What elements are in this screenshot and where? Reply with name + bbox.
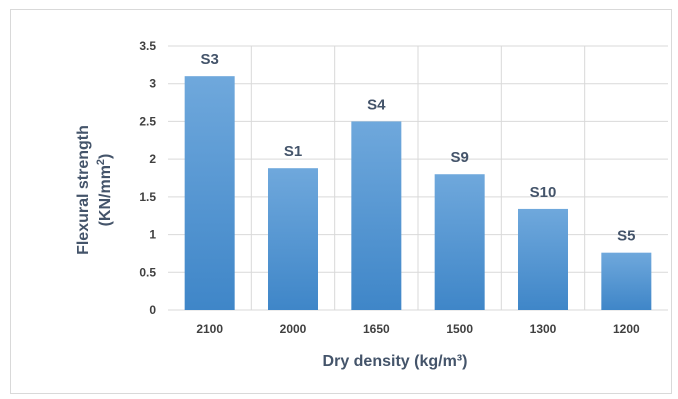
bar-2100 bbox=[184, 76, 235, 311]
y-tick-label: 3.5 bbox=[139, 39, 156, 53]
chart-frame bbox=[10, 9, 672, 394]
x-tick-labels: 2100 2000 1650 1500 1300 1200 bbox=[196, 322, 640, 336]
data-label-S1: S1 bbox=[284, 143, 302, 160]
bar-1300 bbox=[518, 208, 568, 310]
y-axis-title-line1: Flexural strength bbox=[75, 125, 92, 255]
data-labels: S3 S1 S4 S9 S10 S5 bbox=[200, 51, 635, 245]
y-tick-label: 1 bbox=[149, 228, 156, 242]
bar-1200 bbox=[601, 252, 652, 310]
bar-2000 bbox=[268, 168, 318, 310]
y-tick-label: 2.5 bbox=[139, 114, 156, 128]
y-axis-title-line2: (KN/mm2) bbox=[95, 154, 114, 227]
data-label-S9: S9 bbox=[450, 149, 468, 166]
y-tick-label: 0.5 bbox=[139, 265, 156, 279]
gridlines bbox=[168, 45, 668, 311]
bars bbox=[184, 76, 652, 311]
y-axis-title: Flexural strength (KN/mm2) bbox=[75, 125, 114, 255]
x-tick-label: 2100 bbox=[196, 322, 223, 336]
y-tick-label: 0 bbox=[149, 303, 156, 317]
x-tick-label: 2000 bbox=[280, 322, 307, 336]
y-tick-label: 2 bbox=[149, 152, 156, 166]
y-tick-labels: 0 0.5 1 1.5 2 2.5 3 3.5 bbox=[139, 39, 156, 317]
data-label-S4: S4 bbox=[367, 96, 386, 113]
x-tick-label: 1200 bbox=[613, 322, 640, 336]
y-tick-label: 1.5 bbox=[139, 190, 156, 204]
data-label-S10: S10 bbox=[530, 184, 557, 201]
y-tick-label: 3 bbox=[149, 77, 156, 91]
data-label-S5: S5 bbox=[617, 228, 635, 245]
x-tick-label: 1300 bbox=[530, 322, 557, 336]
bar-1650 bbox=[351, 121, 402, 310]
x-axis-title: Dry density (kg/m³) bbox=[323, 353, 468, 370]
bar-1500 bbox=[434, 174, 485, 310]
x-tick-label: 1650 bbox=[363, 322, 390, 336]
x-tick-label: 1500 bbox=[446, 322, 473, 336]
data-label-S3: S3 bbox=[200, 51, 218, 68]
